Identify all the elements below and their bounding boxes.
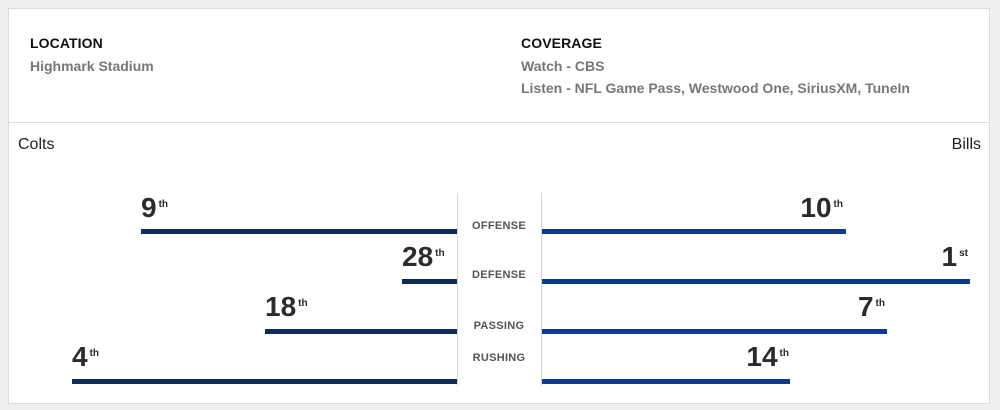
location-heading: LOCATION [30, 35, 103, 51]
team-header: Colts Bills [8, 122, 990, 165]
coverage-heading: COVERAGE [521, 35, 602, 51]
home-team-name: Bills [951, 136, 981, 153]
location-section: LOCATION Highmark Stadium [30, 35, 154, 75]
home-defense-bar [542, 279, 970, 284]
left-divider [457, 193, 458, 386]
game-info-card: LOCATION Highmark Stadium COVERAGE Watch… [8, 8, 990, 122]
offense-label: OFFENSE [471, 220, 527, 232]
coverage-watch: Watch - CBS [521, 58, 605, 74]
away-defense-bar [402, 279, 457, 284]
coverage-listen: Listen - NFL Game Pass, Westwood One, Si… [521, 80, 910, 96]
passing-label: PASSING [473, 320, 525, 332]
top-strip [0, 0, 1000, 8]
rushing-label: RUSHING [472, 352, 526, 364]
home-rushing-bar [542, 379, 790, 384]
away-rushing-bar [72, 379, 457, 384]
home-offense-bar [542, 229, 846, 234]
coverage-section: COVERAGE Watch - CBS Listen - NFL Game P… [521, 35, 910, 97]
home-passing-bar [542, 329, 887, 334]
right-divider [541, 193, 542, 386]
defense-label: DEFENSE [471, 269, 527, 281]
location-value: Highmark Stadium [30, 58, 154, 74]
away-team-name: Colts [18, 136, 55, 153]
away-offense-bar [141, 229, 457, 234]
away-passing-bar [265, 329, 457, 334]
